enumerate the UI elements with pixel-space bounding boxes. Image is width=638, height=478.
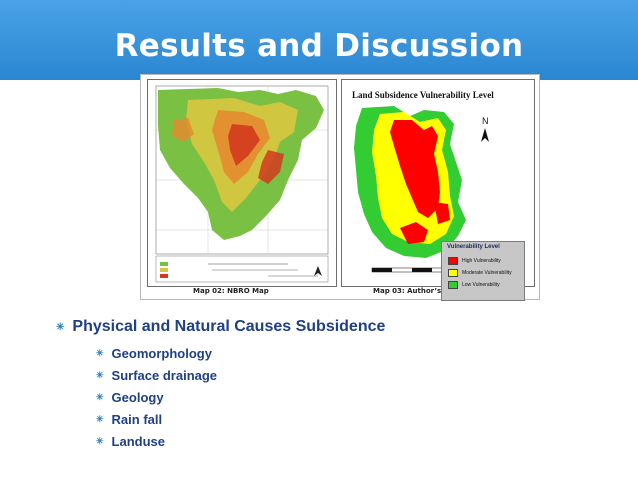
sub-bullet-text: Rain fall — [111, 411, 163, 427]
sub-bullet-text: Geomorphology — [111, 345, 212, 361]
moderate-vulnerability-swatch — [448, 268, 458, 277]
bullet-icon: ✳ — [96, 391, 104, 402]
sub-bullet-text: Geology — [111, 389, 164, 405]
vulnerability-legend: Vulnerability Level High Vulnerability M… — [441, 241, 525, 301]
sub-bullet: ✳ Geomorphology — [96, 342, 385, 364]
nbro-map-caption: Map 02: NBRO Map — [193, 287, 269, 295]
author-map-graphic: N — [354, 106, 489, 273]
sub-bullets: ✳ Geomorphology ✳ Surface drainage ✳ Geo… — [96, 342, 385, 452]
legend-item-high: High Vulnerability — [448, 256, 501, 265]
legend-label: Low Vulnerability — [462, 281, 500, 288]
sub-bullet: ✳ Geology — [96, 386, 385, 408]
sub-bullet: ✳ Rain fall — [96, 408, 385, 430]
main-bullet-text: Physical and Natural Causes Subsidence — [72, 318, 386, 335]
sub-bullet-text: Surface drainage — [111, 367, 218, 383]
causes-bullet-list: ✳ Physical and Natural Causes Subsidence… — [56, 318, 385, 452]
legend-item-low: Low Vulnerability — [448, 280, 500, 289]
sub-bullet: ✳ Surface drainage — [96, 364, 385, 386]
nbro-map-graphic — [148, 80, 336, 286]
bullet-icon: ✳ — [96, 369, 104, 380]
bullet-icon: ✳ — [96, 347, 104, 358]
slide-title: Results and Discussion — [114, 28, 524, 64]
author-map-caption: Map 03: Author’s Map — [373, 287, 461, 295]
bullet-icon: ✳ — [96, 435, 104, 446]
legend-label: Moderate Vulnerability — [462, 269, 512, 276]
north-label: N — [482, 116, 489, 126]
legend-label: High Vulnerability — [462, 257, 501, 264]
sub-bullet-text: Landuse — [111, 433, 166, 449]
bullet-icon: ✳ — [96, 413, 104, 424]
legend-item-moderate: Moderate Vulnerability — [448, 268, 512, 277]
legend-title: Vulnerability Level — [447, 244, 500, 250]
sub-bullet: ✳ Landuse — [96, 430, 385, 452]
author-map-title: Land Subsidence Vulnerability Level — [352, 90, 494, 100]
slide-header-band — [0, 0, 638, 80]
low-vulnerability-swatch — [448, 280, 458, 289]
high-vulnerability-swatch — [448, 256, 458, 265]
main-bullet: ✳ Physical and Natural Causes Subsidence — [56, 318, 385, 336]
nbro-map — [147, 79, 337, 287]
bullet-icon: ✳ — [56, 321, 65, 333]
maps-figure: Map 02: NBRO Map Land Subsidence Vulnera… — [140, 74, 540, 301]
